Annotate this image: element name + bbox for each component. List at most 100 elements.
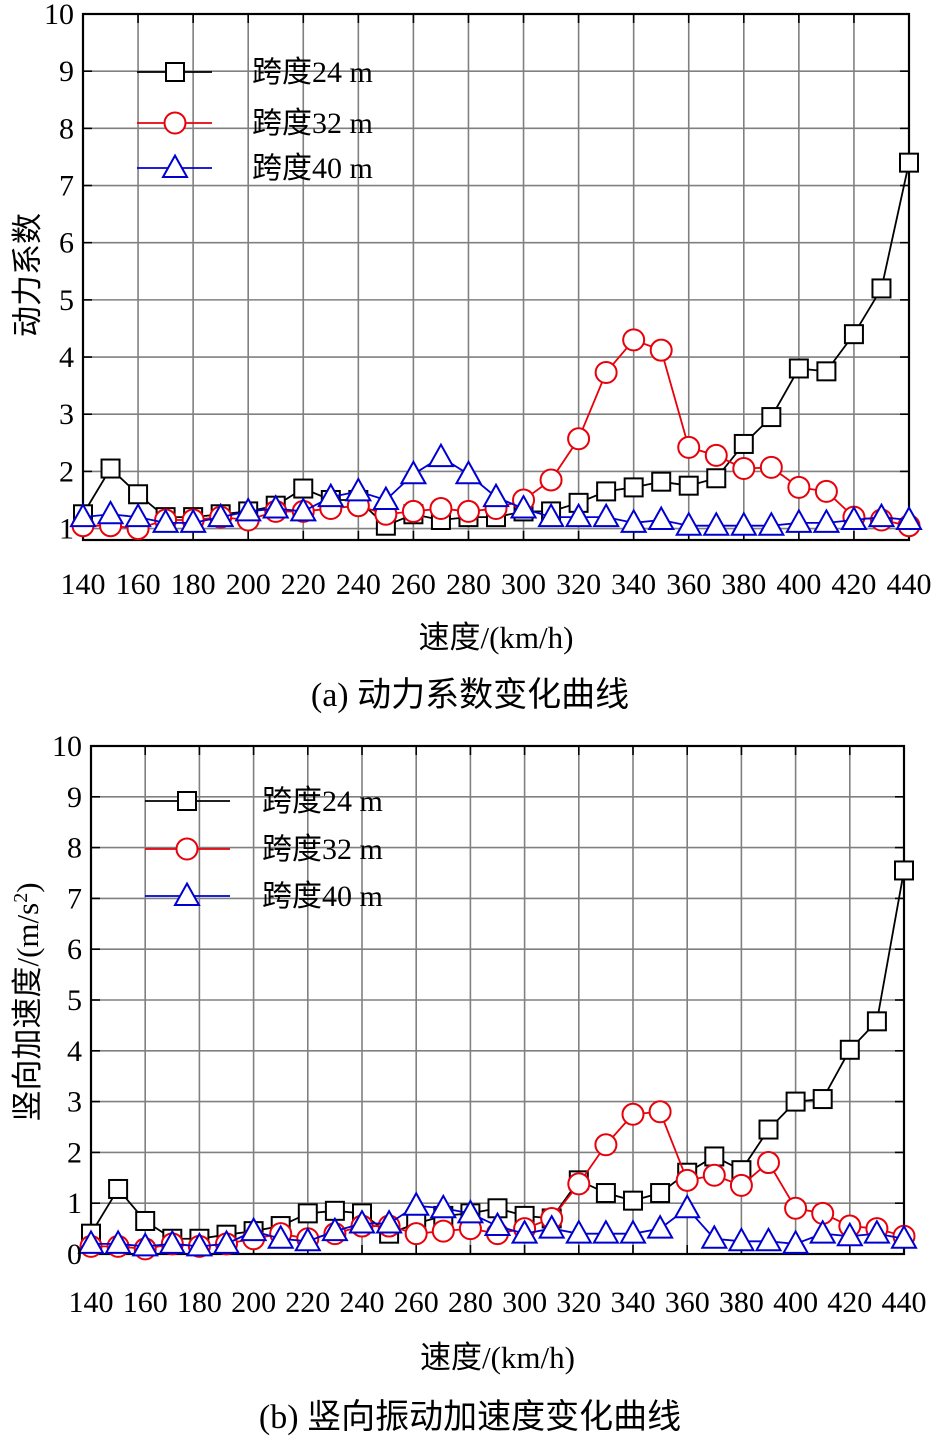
x-tick-label: 260 [391,568,436,601]
data-point [454,459,483,485]
data-point [297,1203,318,1224]
x-axis-title: 速度/(km/h) [420,1340,575,1375]
data-point [757,511,786,536]
y-tick-label: 1 [67,1187,82,1220]
legend-label: 跨度40 m [252,152,373,185]
grid [83,14,909,540]
y-tick-label: 6 [59,227,74,260]
data-point [124,502,152,528]
data-point [787,475,811,499]
x-tick-label: 400 [773,1286,818,1319]
data-point [863,1219,891,1244]
y-tick-label: 3 [67,1086,82,1119]
x-tick-label: 260 [394,1286,439,1319]
data-point [895,505,923,530]
data-point [131,1231,159,1257]
y-tick-label: 2 [59,455,74,488]
data-point [482,482,510,508]
y-tick-label: 9 [67,781,82,814]
data-point [592,1219,620,1244]
y-tick-label: 7 [67,882,82,915]
data-point [537,502,565,528]
data-point [234,496,262,522]
data-point [785,1091,806,1112]
data-point [866,1011,887,1032]
data-point [372,485,400,510]
x-tick-label: 140 [69,1286,114,1319]
data-point [509,494,538,519]
data-point [456,1198,485,1224]
data-point [429,497,453,521]
data-point [675,1168,699,1192]
y-tick-label: 8 [67,832,82,865]
data-point [761,407,782,428]
legend-marker [165,62,185,82]
data-point [754,1226,783,1252]
data-point [781,1229,810,1254]
y-tick-label: 4 [67,1035,82,1068]
data-point [788,358,809,379]
legend: 跨度24 m 跨度32 m 跨度40 m [137,56,373,185]
data-point [69,502,97,528]
data-point [108,1178,129,1199]
x-tick-label: 440 [887,568,932,601]
x-tick-label: 280 [446,568,491,601]
x-tick-label: 160 [123,1286,168,1319]
data-point [814,479,838,503]
series-3 [77,1191,918,1257]
data-point [647,505,675,530]
plot-frame [89,744,906,1256]
data-point [262,494,290,519]
y-tick-label: 5 [59,284,74,317]
data-point [702,1163,726,1187]
data-point [623,477,644,498]
y-tick-label: 0 [67,1238,82,1271]
data-point [595,1183,616,1204]
data-point [673,1193,701,1219]
data-point [702,511,730,536]
data-point [812,508,841,533]
x-tick-label: 240 [340,1286,385,1319]
legend-label: 跨度32 m [252,107,373,140]
x-tick-label: 400 [776,568,821,601]
data-point [401,499,425,523]
y-tick-label: 10 [44,0,74,31]
x-tick-label: 380 [719,1286,764,1319]
data-point [567,427,591,451]
x-tick-label: 300 [501,568,546,601]
data-point [510,1219,539,1244]
data-point [759,455,783,479]
data-point [427,442,455,468]
figure-caption: (a) 动力系数变化曲线 [311,676,629,714]
x-tick-label: 160 [116,568,161,601]
legend-marker [175,837,199,861]
data-point [619,508,648,533]
data-point [867,502,896,528]
data-point [785,508,813,533]
data-point [158,1229,187,1254]
x-tick-label: 420 [827,1286,872,1319]
data-point [704,1146,725,1167]
legend-marker [163,111,187,135]
data-point [592,502,620,528]
x-tick-label: 320 [556,1286,601,1319]
y-tick-label: 7 [59,170,74,203]
data-point [677,435,701,459]
legend-marker [177,791,197,811]
y-tick-label: 6 [67,933,82,966]
x-tick-label: 360 [666,568,711,601]
data-point [651,471,672,492]
x-tick-label: 420 [831,568,876,601]
data-point [348,1209,376,1234]
data-point [375,1209,403,1234]
data-point [649,338,673,362]
x-tick-label: 300 [502,1286,547,1319]
legend-label: 跨度40 m [262,880,383,913]
data-point [836,1221,864,1247]
data-point [185,1231,214,1257]
x-tick-label: 220 [285,1286,330,1319]
data-point [621,1102,645,1126]
data-point [594,360,618,384]
y-tick-label: 2 [67,1136,82,1169]
data-point [206,502,235,528]
